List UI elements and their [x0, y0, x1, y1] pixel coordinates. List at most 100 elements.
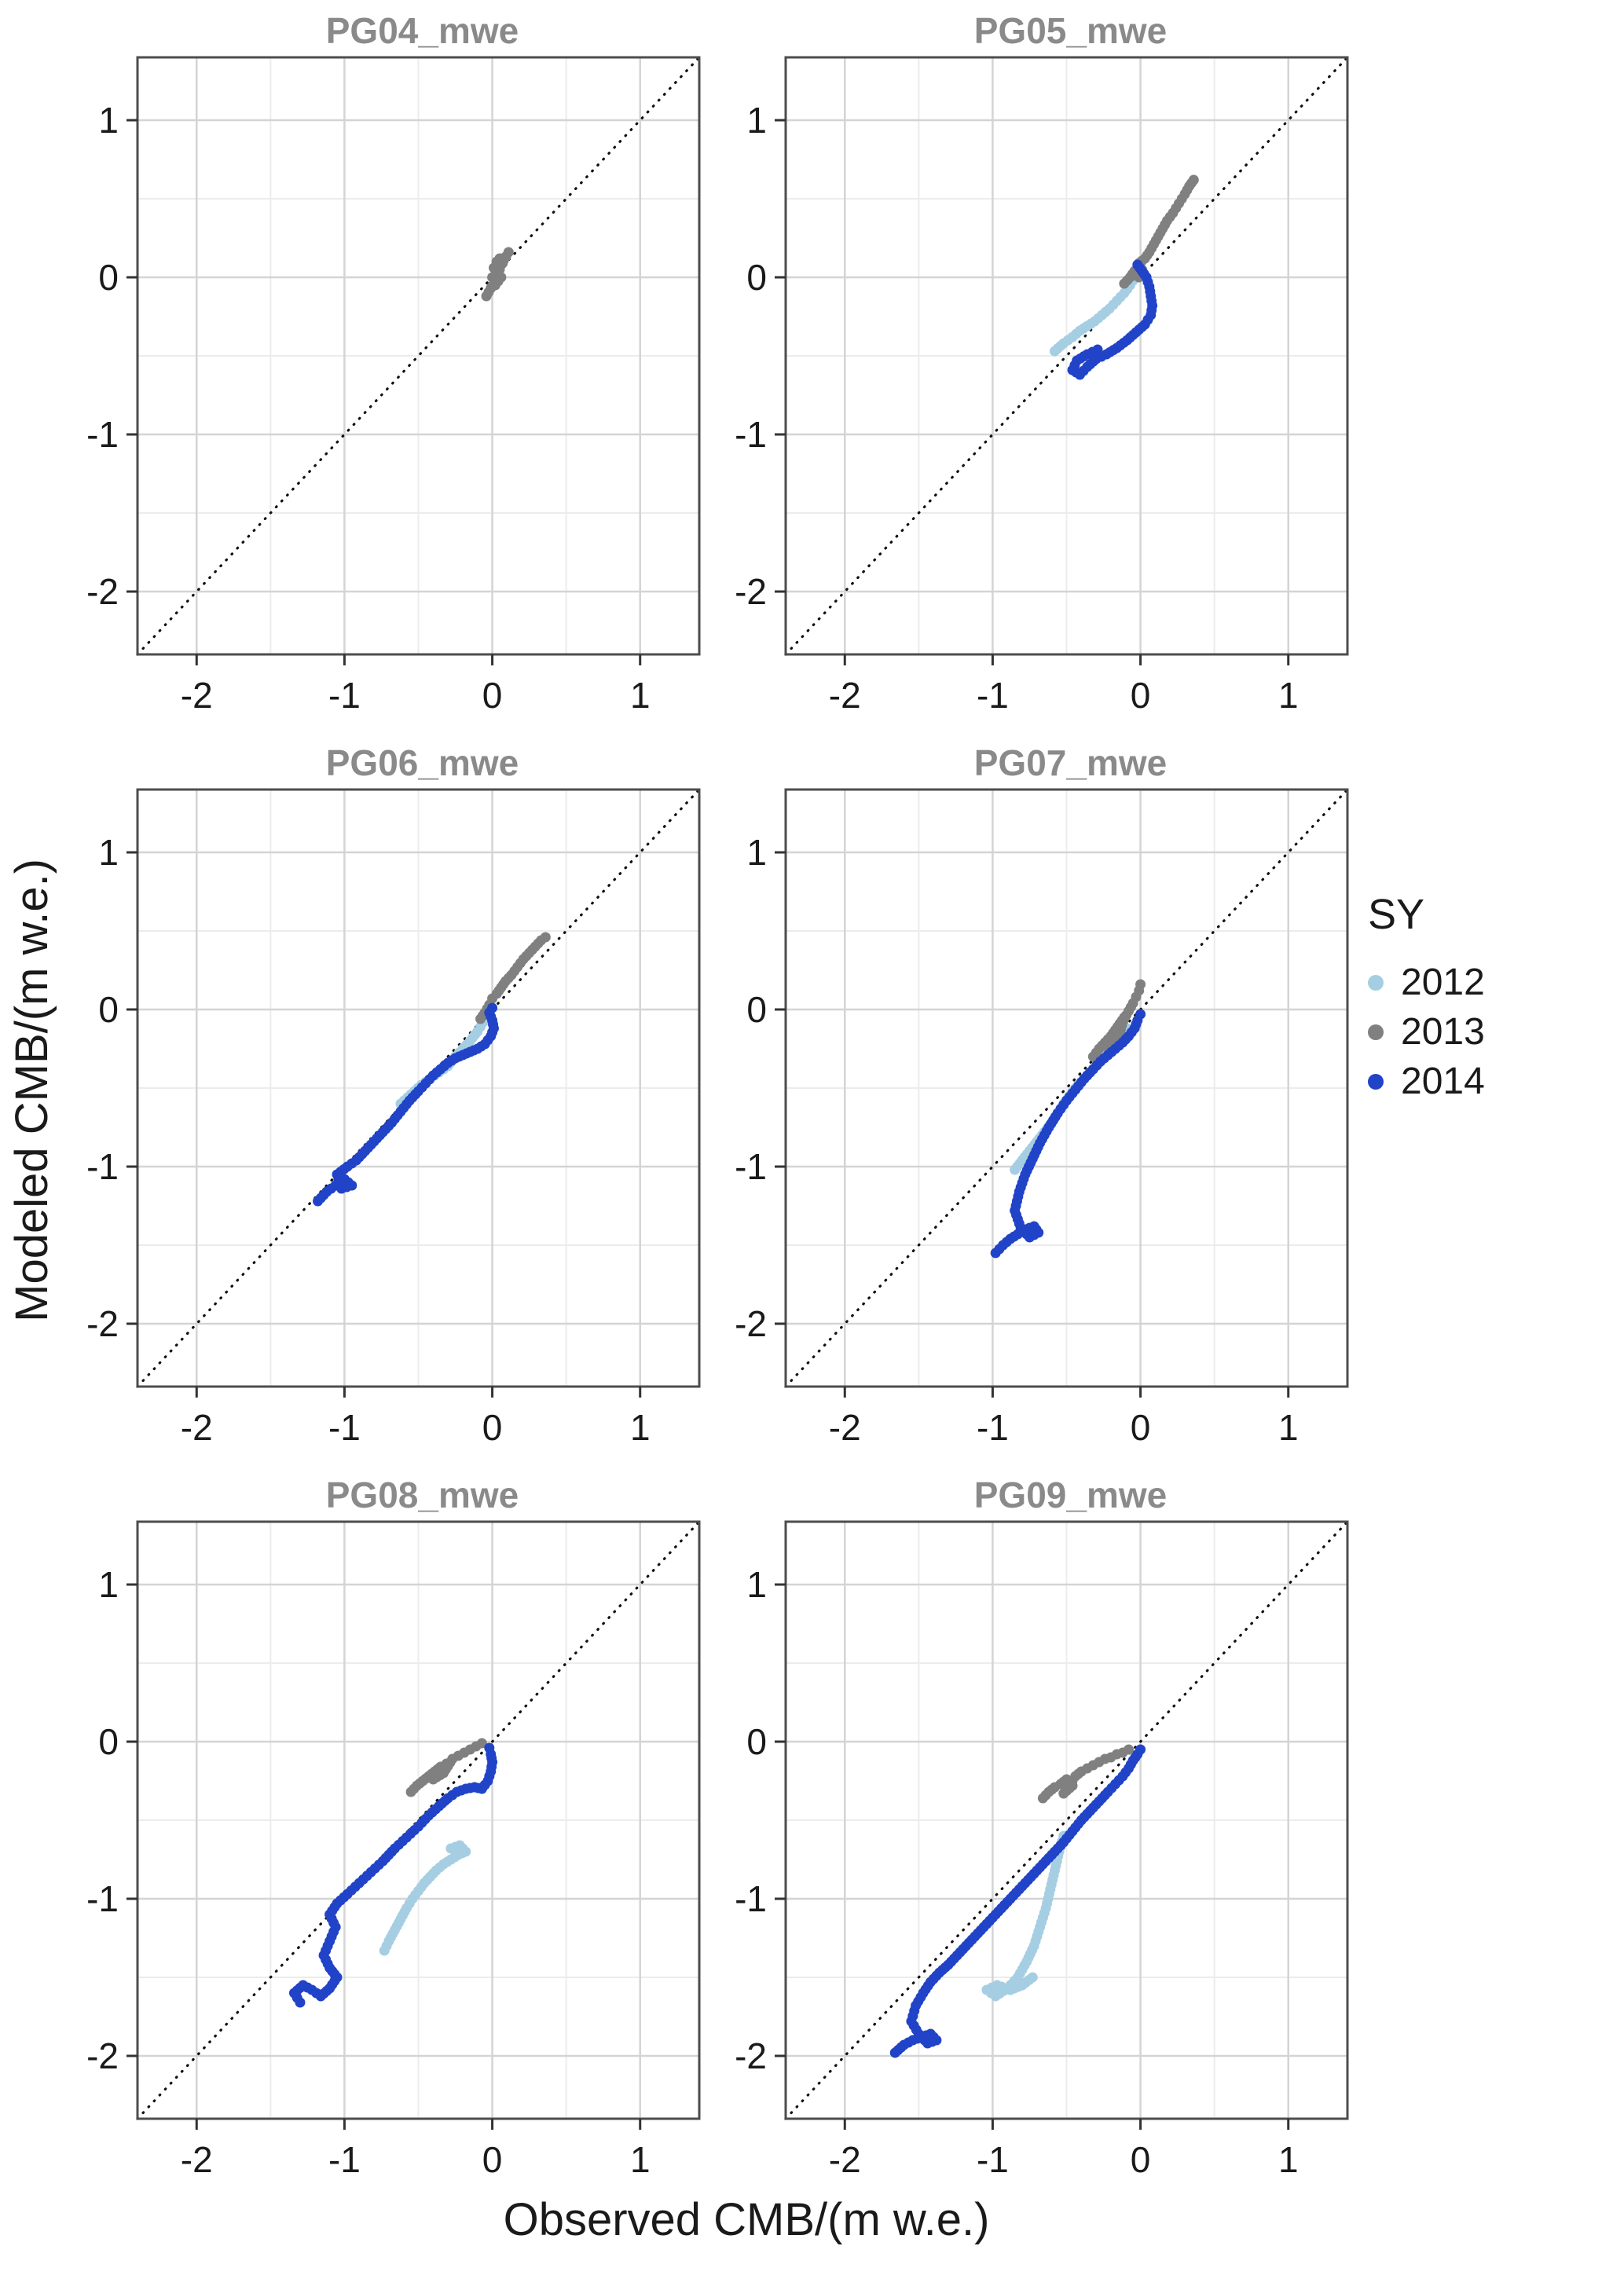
x-axis-title: Observed CMB/(m w.e.): [503, 2194, 990, 2245]
y-tick-label: 1: [98, 832, 119, 873]
y-tick-label: 0: [746, 1721, 767, 1762]
legend-item-2013: 2013: [1368, 1010, 1624, 1053]
series-points-2013: [405, 1738, 487, 1797]
identity-line: [136, 56, 701, 656]
axis-ticks: -2 -2 -1 -1 0 0 1 1: [86, 832, 650, 1448]
legend: SY 2012 2013 2014: [1355, 8, 1624, 2290]
x-tick-label: -2: [181, 2139, 213, 2180]
facet-title: PG09_mwe: [973, 1475, 1168, 1515]
series-points-2012: [981, 1830, 1069, 2002]
facet-panel: -2 -2 -1 -1 0 0 1 1: [86, 56, 701, 716]
legend-title: SY: [1368, 891, 1425, 938]
y-tick-label: -1: [735, 414, 767, 455]
x-tick-label: 1: [630, 2139, 651, 2180]
facet-PG05_mwe: PG05_mwe -2 -2 -1 -1 0 0 1 1: [711, 8, 1355, 721]
facet-title: PG06_mwe: [325, 742, 519, 783]
x-tick-label: 1: [1278, 1407, 1299, 1448]
x-tick-label: -2: [829, 2139, 861, 2180]
panel-border: [784, 56, 1349, 656]
major-gridlines: [786, 57, 1347, 654]
series-points-2013: [1037, 1744, 1135, 1804]
identity-line: [136, 788, 701, 1388]
y-tick-label: 1: [746, 1564, 767, 1605]
facet-PG06_mwe: PG06_mwe -2 -2 -1 -1 0 0 1 1: [63, 740, 707, 1453]
x-tick-label: -1: [977, 2139, 1009, 2180]
facet-title: PG04_mwe: [325, 10, 519, 51]
series-points-2014: [313, 1002, 499, 1207]
axis-ticks: -2 -2 -1 -1 0 0 1 1: [735, 100, 1298, 716]
legend-label: 2013: [1401, 1011, 1485, 1053]
y-tick-label: 1: [746, 100, 767, 141]
series-points-2014: [889, 1744, 1146, 2058]
minor-gridlines: [786, 57, 1347, 654]
x-tick-label: -1: [328, 2139, 361, 2180]
legend-item-2014: 2014: [1368, 1060, 1624, 1103]
x-tick-label: 0: [482, 675, 503, 716]
panel-border: [136, 56, 701, 656]
identity-line: [784, 1520, 1349, 2120]
y-tick-label: 0: [746, 989, 767, 1030]
identity-line: [784, 56, 1349, 656]
panel-border: [136, 1520, 701, 2120]
y-tick-label: -2: [735, 571, 767, 612]
facet-PG07_mwe: PG07_mwe -2 -2 -1 -1 0 0 1 1: [711, 740, 1355, 1453]
y-tick-label: -1: [735, 1878, 767, 1919]
series-points-2013: [475, 932, 551, 1024]
panel-border: [136, 788, 701, 1388]
major-gridlines: [786, 790, 1347, 1387]
y-tick-label: -1: [86, 1146, 119, 1187]
minor-gridlines: [786, 790, 1347, 1387]
series-points-2014: [288, 1742, 498, 2008]
x-tick-label: -2: [829, 675, 861, 716]
y-tick-label: -2: [735, 1303, 767, 1344]
y-tick-label: 0: [98, 1721, 119, 1762]
legend-key-dot-2014: [1368, 1073, 1384, 1090]
series-points-2014: [990, 1009, 1146, 1259]
y-tick-label: 0: [98, 257, 119, 298]
facet-panel: -2 -2 -1 -1 0 0 1 1: [735, 788, 1349, 1448]
y-tick-label: 1: [98, 100, 119, 141]
x-tick-label: 0: [482, 1407, 503, 1448]
x-tick-label: -2: [181, 675, 213, 716]
major-gridlines: [786, 1522, 1347, 2119]
legend-item-2012: 2012: [1368, 961, 1624, 1004]
major-gridlines: [137, 790, 699, 1387]
x-tick-label: 0: [1131, 675, 1151, 716]
x-tick-label: -1: [977, 1407, 1009, 1448]
axis-ticks: -2 -2 -1 -1 0 0 1 1: [86, 1564, 650, 2180]
y-axis-title: Modeled CMB/(m w.e.): [5, 858, 57, 1322]
y-tick-label: -1: [735, 1146, 767, 1187]
facet-panel: -2 -2 -1 -1 0 0 1 1: [86, 1520, 701, 2180]
y-tick-label: -2: [86, 2035, 119, 2076]
identity-line: [784, 788, 1349, 1388]
facet-PG04_mwe: PG04_mwe -2 -2 -1 -1 0 0 1 1: [63, 8, 707, 721]
x-tick-label: 1: [1278, 675, 1299, 716]
legend-key-dot-2012: [1368, 974, 1384, 991]
facet-PG08_mwe: PG08_mwe -2 -2 -1 -1 0 0 1 1: [63, 1472, 707, 2186]
y-tick-label: 0: [98, 989, 119, 1030]
x-tick-label: -1: [328, 675, 361, 716]
facet-title: PG08_mwe: [325, 1475, 519, 1515]
series-points-2012: [379, 1840, 471, 1956]
x-tick-label: 0: [1131, 1407, 1151, 1448]
y-tick-label: -2: [735, 2035, 767, 2076]
major-gridlines: [137, 57, 699, 654]
minor-gridlines: [786, 1522, 1347, 2119]
series-points-2013: [1119, 174, 1199, 289]
series-points-2013: [481, 247, 514, 302]
x-tick-label: 1: [630, 1407, 651, 1448]
y-tick-label: -2: [86, 1303, 119, 1344]
panel-border: [784, 1520, 1349, 2120]
x-tick-label: 0: [482, 2139, 503, 2180]
facet-panel: -2 -2 -1 -1 0 0 1 1: [735, 1520, 1349, 2180]
legend-label: 2012: [1401, 962, 1485, 1003]
x-tick-label: 1: [1278, 2139, 1299, 2180]
minor-gridlines: [137, 57, 699, 654]
panel-border: [784, 788, 1349, 1388]
identity-line: [136, 1520, 701, 2120]
legend-items: 2012 2013 2014: [1368, 954, 1624, 1109]
axis-ticks: -2 -2 -1 -1 0 0 1 1: [735, 832, 1298, 1448]
y-tick-label: 0: [746, 257, 767, 298]
x-tick-label: -1: [328, 1407, 361, 1448]
y-tick-label: -1: [86, 1878, 119, 1919]
